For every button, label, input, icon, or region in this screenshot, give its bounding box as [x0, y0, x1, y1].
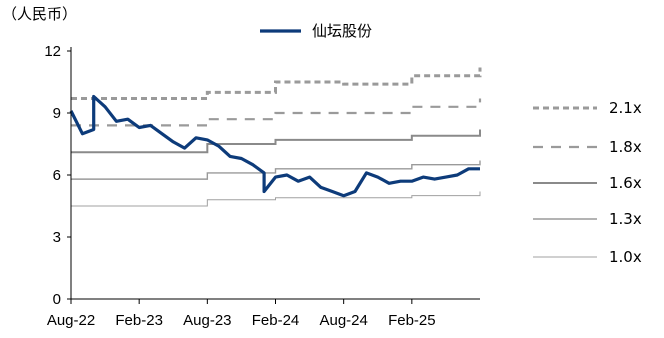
y-tick-label: 6 — [53, 167, 61, 184]
y-tick-label: 3 — [53, 229, 61, 246]
x-tick-label: Feb-24 — [252, 312, 300, 329]
x-tick-label: Feb-25 — [388, 312, 436, 329]
legend-label-1.0x: 1.0x — [609, 248, 642, 266]
band-line-2.1x — [71, 67, 482, 101]
x-tick-label: Feb-23 — [115, 312, 163, 329]
y-tick-label: 0 — [53, 291, 61, 308]
legend-top: 仙坛股份 — [260, 22, 372, 40]
price-line-group — [69, 94, 480, 198]
y-tick-label: 12 — [44, 43, 61, 60]
legend-label-1.6x: 1.6x — [609, 174, 642, 192]
unit-label: （人民币） — [2, 5, 77, 23]
legend-right: 2.1x 1.8x 1.6x 1.3x 1.0x — [533, 99, 642, 266]
price-line — [69, 94, 480, 198]
legend-label-2.1x: 2.1x — [609, 99, 642, 117]
legend-label-1.8x: 1.8x — [609, 138, 642, 156]
band-lines — [71, 67, 482, 207]
axes: 0 3 6 9 12 Aug-22 Feb-23 Aug-23 Feb-24 Aug-24 Feb-… — [44, 43, 480, 329]
y-tick-label: 9 — [53, 105, 61, 122]
legend-label-main: 仙坛股份 — [312, 22, 372, 40]
x-tick-label: Aug-24 — [319, 312, 367, 329]
x-tick-label: Aug-22 — [47, 312, 95, 329]
legend-label-1.3x: 1.3x — [609, 210, 642, 228]
band-line-1.3x — [71, 160, 481, 180]
band-line-1.0x — [71, 191, 481, 207]
band-line-1.6x — [71, 129, 481, 154]
x-tick-label: Aug-23 — [183, 312, 231, 329]
